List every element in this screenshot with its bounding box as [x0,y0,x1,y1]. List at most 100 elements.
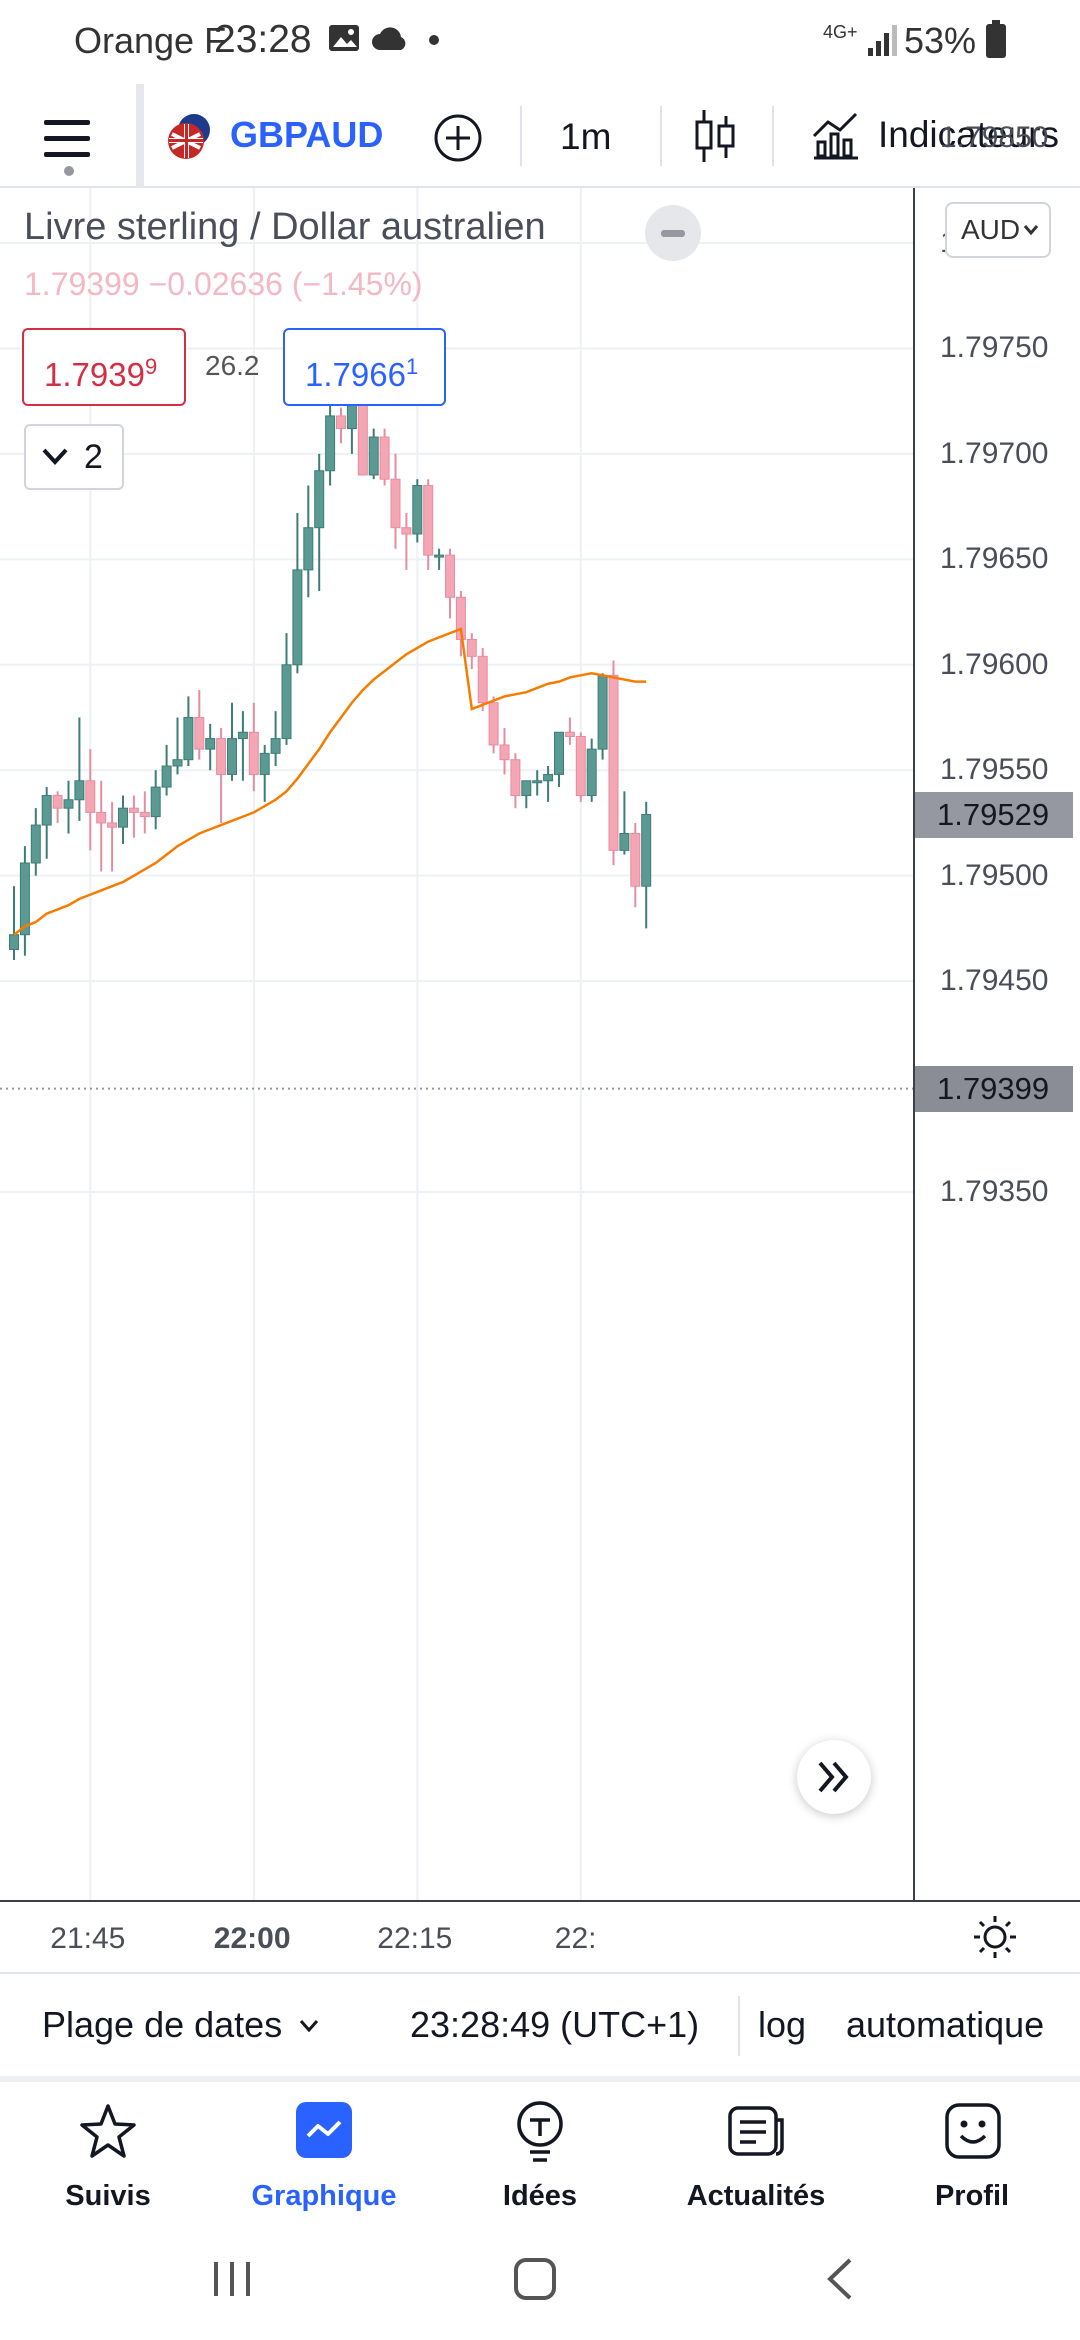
candle-body [532,780,543,784]
candle-body [619,832,630,851]
candle-body [521,780,532,797]
indicators-toggle-button[interactable]: 2 [24,424,124,490]
sell-price: 1.7939 [44,356,145,393]
indicators-label: Indicateurs [878,114,1059,155]
nav-news[interactable]: Actualités [648,2082,864,2232]
candle-body [630,832,641,887]
chart-settings-button[interactable] [970,1912,1020,1962]
cloud-icon [372,27,406,50]
price-tick-label: 1.79650 [940,542,1049,576]
time-axis[interactable] [0,1900,1080,1972]
collapse-legend-button[interactable] [645,205,701,261]
nav-ideas[interactable]: Idées [432,2082,648,2232]
candle-body [205,738,216,750]
nav-chart[interactable]: Graphique [216,2082,432,2232]
auto-scale-toggle[interactable]: automatique [846,2004,1045,2045]
sell-price-pip: 9 [144,354,158,379]
candlestick-chart[interactable] [0,136,1080,1900]
candle-body [227,738,237,775]
indicator-count: 2 [84,438,103,476]
current-price-label: 1.79529 [915,791,1073,838]
candle-body [368,436,379,476]
buy-price: 1.7966 [305,356,406,393]
candle-body [194,717,205,750]
nav-profile[interactable]: Profil [864,2082,1080,2232]
candle-body [30,824,41,864]
date-range-button[interactable]: Plage de dates [40,1992,340,2062]
time-tick-label: 21:45 [50,1922,126,1955]
menu-indicator-dot [64,166,74,176]
plus-circle-icon [434,114,482,162]
compare-add-button[interactable] [432,112,484,164]
timezone-clock[interactable]: 23:28:49 (UTC+1) [410,2004,700,2045]
gbp-aud-flags-icon [168,114,210,159]
system-navigation-bar [0,2226,1080,2340]
candle-body [150,786,161,818]
toolbar-separator [660,106,662,166]
candle-body [412,485,423,535]
menu-button[interactable] [38,114,98,164]
battery-percent: 53% [903,20,976,61]
nav-label: Suivis [65,2180,151,2212]
chart-type-button[interactable] [690,106,740,166]
scroll-to-realtime-button[interactable] [797,1740,871,1814]
back-icon[interactable] [820,2256,860,2302]
sell-price-button[interactable]: 1.79399 [22,328,186,406]
buy-price-button[interactable]: 1.79661 [283,328,446,406]
symbol-selector[interactable]: GBPAUD [164,106,394,166]
candle-body [445,554,455,598]
price-tick-label: 1.79350 [940,1175,1049,1208]
symbol-description: Livre sterling / Dollar australien [24,206,546,248]
candle-body [543,773,554,782]
currency-selector[interactable]: AUD [945,202,1051,258]
toolbar-separator [772,106,774,166]
home-icon[interactable] [512,2256,560,2302]
time-tick-label: 22:15 [377,1922,453,1955]
chart-icon [296,2102,352,2158]
candle-body [401,527,412,535]
chevron-down-icon [1023,225,1039,236]
price-tick-label: 1.79550 [940,753,1049,787]
news-icon [728,2106,784,2156]
candle-body [455,596,466,640]
candle-body [575,735,586,797]
candle-body [379,436,390,480]
candle-body [488,702,499,746]
nav-watchlist[interactable]: Suivis [0,2082,216,2232]
candle-body [259,752,270,775]
indicators-button[interactable]: Indicateurs [810,106,1080,166]
price-axis-divider [913,188,915,1900]
candle-body [248,731,259,775]
last-price-label: 1.79399 [915,1065,1073,1112]
candle-body [510,759,521,797]
star-icon [80,2104,136,2158]
interval-selector[interactable]: 1m [552,110,632,166]
candle-body [466,638,477,657]
candle-body [107,822,118,828]
candle-body [85,780,96,813]
candle-body [118,807,128,828]
candle-body [63,799,74,809]
price-tick-label: 1.79500 [940,858,1049,892]
candle-body [292,569,303,666]
candle-body [303,527,314,571]
nav-label: Profil [934,2180,1010,2212]
range-separator [738,1996,740,2056]
status-time: 23:28 [214,18,312,61]
toolbar-separator [520,106,522,166]
candles-icon [695,110,735,162]
recent-apps-icon[interactable] [210,2256,254,2302]
log-scale-toggle[interactable]: log [758,2004,807,2045]
carrier-name: Orange F [74,20,227,61]
candle-body [608,674,619,851]
chevron-down-icon [42,448,68,465]
candle-body [19,862,30,936]
price-change-line: 1.79399 −0.02636 (−1.45%) [24,266,423,302]
candle-body [325,415,336,472]
price-chart[interactable] [0,136,1080,1900]
signal-icon [868,25,897,56]
candle-body [434,554,445,558]
candle-body [564,731,575,737]
price-tick-label: 1.79700 [940,436,1049,470]
price-tick-label: 1.79600 [940,647,1049,681]
